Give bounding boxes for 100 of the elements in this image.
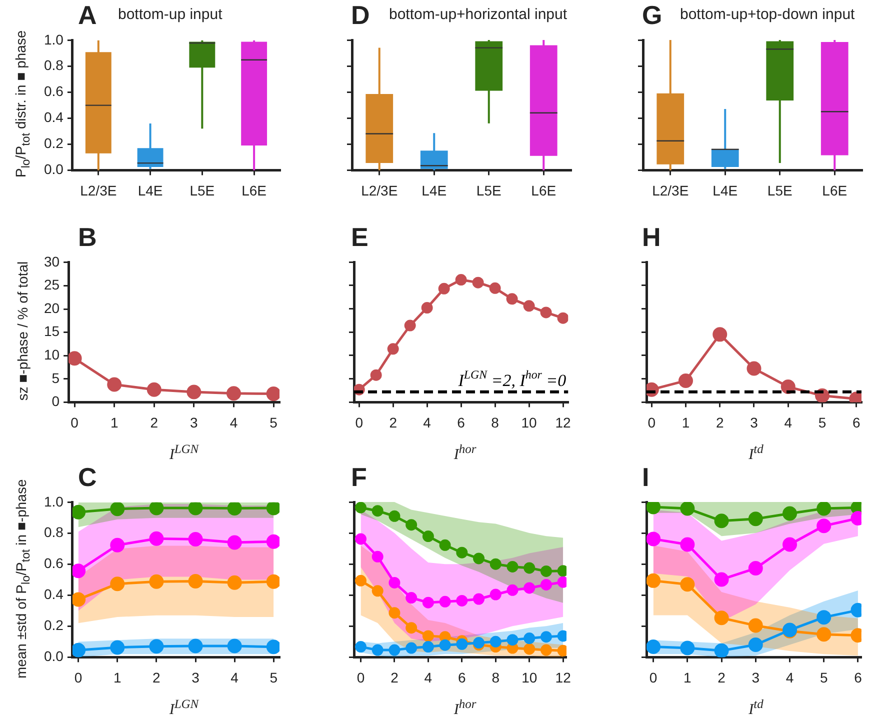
point (714, 514, 729, 528)
point (746, 361, 762, 376)
point (72, 564, 86, 578)
point (456, 638, 468, 650)
x-tick-label: 1 (684, 669, 692, 686)
point (524, 562, 536, 574)
point (489, 282, 501, 294)
point (422, 641, 434, 653)
x-tick-label: 3 (750, 414, 758, 430)
point (748, 561, 763, 576)
point (714, 610, 729, 626)
point (354, 533, 366, 545)
point (540, 578, 552, 590)
x-tick-label: 4 (423, 414, 432, 430)
point (473, 593, 485, 605)
x-tick-label: 0 (74, 669, 82, 686)
point (372, 505, 384, 517)
point (524, 582, 536, 594)
point (266, 574, 280, 589)
x-tick-label: 2 (390, 669, 399, 686)
chart-title: D (351, 0, 370, 30)
point (372, 585, 384, 597)
x-tick-label: L4E (138, 182, 163, 198)
x-tick-label: L4E (422, 182, 447, 198)
point (680, 502, 695, 516)
point (388, 510, 400, 522)
x-tick-label: 0 (70, 414, 79, 430)
point (506, 560, 518, 572)
point (72, 642, 86, 658)
y-tick-label: 10 (44, 346, 60, 362)
y-tick-label: 0.4 (44, 586, 64, 602)
point (149, 639, 164, 654)
x-tick-label: 5 (818, 414, 826, 430)
x-tick-label: 2 (716, 414, 724, 430)
point (188, 638, 203, 654)
x-tick-label: 8 (491, 414, 500, 430)
y-tick-label: 0.4 (44, 109, 64, 126)
point (646, 573, 661, 588)
y-tick-label: 1.0 (44, 493, 64, 510)
y-tick-label: 15 (44, 323, 60, 340)
x-tick-label: L6E (531, 182, 556, 198)
point (422, 530, 434, 542)
chart-subtitle: bottom-up+horizontal input (389, 6, 568, 23)
point (406, 519, 418, 531)
x-tick-label: 1 (682, 414, 690, 430)
x-tick-label: 6 (852, 414, 860, 430)
point (188, 532, 203, 546)
point (406, 622, 418, 634)
point (388, 576, 400, 588)
point (540, 565, 552, 577)
x-tick-label: 4 (786, 669, 794, 686)
y-tick-label: 0.8 (44, 524, 64, 540)
point (388, 607, 400, 619)
x-tick-label: 3 (752, 669, 760, 686)
point (387, 343, 399, 355)
x-tick-label: 12 (555, 414, 572, 430)
point (149, 574, 164, 589)
y-tick-label: 0.0 (44, 161, 64, 178)
chart-title: H (642, 222, 661, 252)
point (680, 577, 695, 592)
x-tick-label: 6 (854, 669, 862, 686)
point (266, 386, 280, 402)
point (406, 642, 418, 654)
y-tick-label: 1.0 (44, 31, 64, 48)
point (188, 574, 203, 588)
chart-title: B (78, 222, 97, 252)
point (110, 538, 125, 552)
x-tick-label: 2 (150, 414, 158, 430)
point (227, 575, 242, 590)
chart-subtitle: bottom-up+top-down input (680, 6, 855, 23)
x-tick-label: 2 (389, 414, 398, 430)
y-tick-label: 25 (44, 276, 60, 293)
chart-title: F (351, 462, 367, 492)
point (438, 282, 450, 294)
x-axis-title: I$^{LGN}$ (168, 697, 200, 719)
point (748, 618, 763, 633)
x-tick-label: 10 (521, 414, 538, 430)
x-tick-label: 4 (784, 414, 792, 430)
point (439, 596, 451, 608)
point (439, 539, 451, 551)
point (227, 535, 242, 550)
y-tick-label: 5 (52, 370, 60, 386)
point (388, 644, 400, 656)
y-tick-label: 0.2 (44, 135, 64, 152)
point (439, 639, 451, 651)
x-tick-label: 3 (192, 669, 200, 686)
point (266, 534, 280, 549)
point (110, 640, 125, 655)
point (712, 327, 728, 342)
x-tick-label: 3 (190, 414, 198, 430)
point (473, 552, 485, 564)
y-tick-label: 30 (44, 253, 60, 270)
x-tick-label: 6 (458, 669, 466, 686)
point (816, 627, 832, 642)
x-tick-label: 5 (270, 669, 278, 686)
x-tick-label: L6E (822, 182, 848, 198)
point (370, 369, 382, 381)
chart-title: I (642, 462, 650, 492)
point (456, 594, 468, 606)
point (186, 384, 202, 400)
